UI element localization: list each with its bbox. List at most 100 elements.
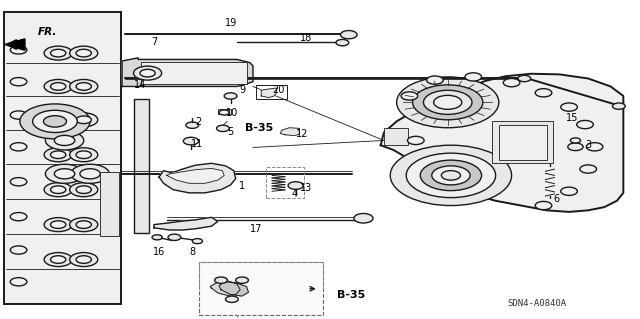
Polygon shape [122,58,253,86]
Polygon shape [219,282,248,296]
Circle shape [236,277,248,283]
Circle shape [20,104,90,139]
Circle shape [70,46,98,60]
Circle shape [192,239,202,244]
Circle shape [152,235,163,240]
Circle shape [577,121,593,129]
Circle shape [76,116,92,123]
Circle shape [70,113,98,127]
Text: 7: 7 [151,37,157,47]
Circle shape [76,49,92,57]
Circle shape [76,186,92,194]
Polygon shape [154,217,218,230]
Circle shape [354,213,373,223]
Circle shape [44,46,72,60]
Text: 13: 13 [300,183,312,193]
Circle shape [51,116,66,123]
Circle shape [580,165,596,173]
Circle shape [70,183,98,197]
Circle shape [401,92,418,100]
Circle shape [561,187,577,196]
Circle shape [51,151,66,159]
Text: 19: 19 [225,18,237,28]
Circle shape [535,201,552,210]
Circle shape [45,164,84,183]
Circle shape [44,183,72,197]
Bar [218,109,230,114]
Circle shape [44,148,72,162]
Circle shape [140,69,156,77]
Circle shape [442,171,461,180]
Circle shape [10,246,27,254]
Bar [134,99,150,233]
Circle shape [76,221,92,228]
Circle shape [183,137,198,145]
Circle shape [76,83,92,90]
Circle shape [420,160,481,191]
Circle shape [570,138,580,143]
Circle shape [10,178,27,186]
Circle shape [214,277,227,283]
Text: B-35: B-35 [245,123,273,133]
Circle shape [336,40,349,46]
Circle shape [225,296,238,302]
Polygon shape [280,128,300,136]
Text: 12: 12 [296,129,308,139]
Circle shape [408,136,424,145]
Circle shape [397,77,499,128]
Circle shape [219,110,229,115]
Text: FR.: FR. [38,27,57,37]
Bar [4,12,121,304]
Polygon shape [261,88,276,98]
Circle shape [80,169,100,179]
Circle shape [10,212,27,221]
Circle shape [51,83,66,90]
Circle shape [432,166,470,185]
Circle shape [224,93,237,99]
Circle shape [168,234,180,241]
Circle shape [434,95,462,109]
Circle shape [561,103,577,111]
Text: 15: 15 [566,113,579,123]
Text: SDN4-A0840A: SDN4-A0840A [508,299,566,308]
Circle shape [134,66,162,80]
Circle shape [70,148,98,162]
Circle shape [44,113,72,127]
Circle shape [568,143,583,151]
Circle shape [70,253,98,267]
Circle shape [45,131,84,150]
Circle shape [70,79,98,93]
Circle shape [54,135,75,145]
Circle shape [586,143,603,151]
Circle shape [51,256,66,263]
Circle shape [70,218,98,232]
Circle shape [33,110,77,132]
Text: 20: 20 [272,85,285,95]
Text: 2: 2 [196,117,202,127]
Text: 9: 9 [239,85,245,95]
Text: 10: 10 [227,108,239,118]
Text: 16: 16 [153,247,165,256]
Bar [256,85,287,99]
Circle shape [44,116,67,127]
Bar [198,262,323,315]
Text: 6: 6 [553,194,559,204]
Circle shape [10,278,27,286]
Text: 4: 4 [291,189,298,199]
Circle shape [44,253,72,267]
Circle shape [54,169,75,179]
Circle shape [51,49,66,57]
Circle shape [288,182,303,189]
Circle shape [71,164,109,183]
Circle shape [612,103,625,109]
Bar [141,62,246,84]
Text: 1: 1 [239,182,245,191]
Text: B-35: B-35 [337,290,365,300]
Circle shape [51,221,66,228]
Bar [266,167,304,197]
Circle shape [216,125,229,131]
Bar [100,172,119,236]
Text: 8: 8 [189,247,195,257]
Polygon shape [210,281,240,295]
Circle shape [44,79,72,93]
